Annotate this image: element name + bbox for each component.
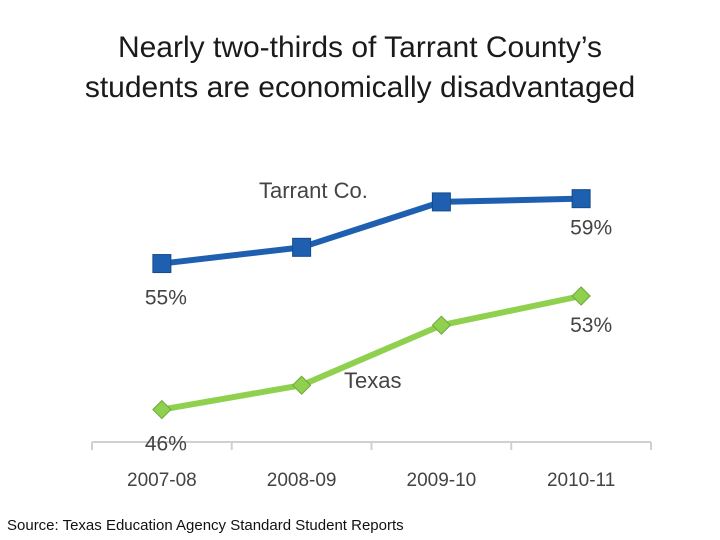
title-line-1: Nearly two-thirds of Tarrant County’s [117, 31, 603, 64]
data-point [152, 254, 172, 274]
data-label: 59% [570, 217, 612, 240]
data-point [292, 237, 312, 257]
x-tick-label: 2008-09 [267, 470, 337, 491]
title-line-2: students are economically disadvantaged [84, 71, 636, 104]
data-point [152, 399, 172, 420]
data-point [571, 286, 591, 306]
data-point [431, 315, 452, 335]
data-label: 53% [570, 314, 612, 337]
data-point [431, 192, 451, 212]
series-line [161, 293, 582, 413]
series-name-label: Tarrant Co. [259, 178, 368, 203]
data-point [291, 375, 312, 395]
series-line [161, 195, 582, 267]
data-label: 46% [145, 433, 187, 456]
x-tick-label: 2009-10 [407, 470, 477, 491]
x-tick-label: 2010-11 [547, 470, 615, 491]
series-name-label: Texas [344, 368, 401, 393]
x-tick-label: 2007-08 [127, 470, 197, 491]
data-label: 55% [145, 287, 187, 310]
data-point [571, 189, 591, 209]
chart-title: Nearly two-thirds of Tarrant County’s st… [0, 28, 720, 108]
source-note: Source: Texas Education Agency Standard … [7, 517, 404, 534]
